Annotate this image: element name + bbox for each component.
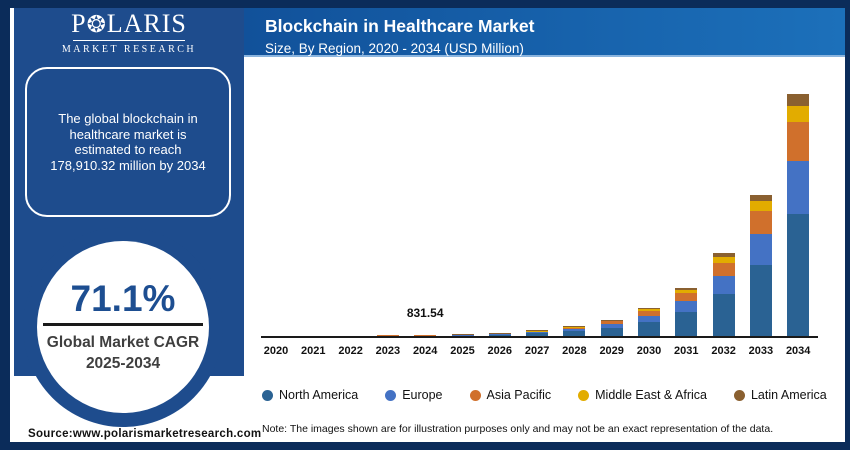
bar-segment-latin-america [787, 94, 810, 106]
x-tick-2025: 2025 [450, 345, 475, 357]
logo-wordmark: P❂LARIS [14, 9, 244, 38]
cagr-years: 2025-2034 [85, 355, 161, 372]
cagr-stat-circle: 71.1% Global Market CAGR 2025-2034 [37, 241, 209, 413]
legend-item-europe: Europe [385, 388, 443, 402]
bar-segment-middle-east-africa [749, 201, 772, 212]
summary-line: healthcare market is [69, 126, 187, 142]
bar-segment-asia-pacific [638, 311, 660, 316]
legend-label: North America [279, 388, 359, 402]
legend-dot-icon [733, 389, 745, 401]
summary-line: 178,910.32 million by 2034 [50, 157, 206, 173]
legend-dot-icon [578, 389, 590, 401]
chart-header: Blockchain in Healthcare Market Size, By… [244, 8, 845, 57]
x-tick-2021: 2021 [301, 345, 326, 357]
bar-segment-north-america [451, 335, 474, 336]
bar-segment-north-america [675, 311, 698, 336]
cagr-value: 71.1% [70, 278, 176, 319]
bar-segment-europe [749, 233, 772, 265]
x-axis-line [261, 336, 818, 338]
logo-letters-laris: LARIS [106, 9, 187, 38]
bar-segment-asia-pacific [675, 293, 698, 302]
bar-segment-europe [787, 160, 810, 215]
bar-segment-north-america [600, 327, 623, 336]
x-tick-2031: 2031 [674, 345, 699, 357]
logo-subtitle: MARKET RESEARCH [61, 44, 197, 55]
x-tick-2020: 2020 [263, 345, 289, 357]
stat-divider [43, 323, 203, 326]
logo-divider [73, 40, 185, 41]
bar-segment-asia-pacific [563, 327, 586, 330]
bar-segment-latin-america [712, 253, 735, 258]
legend-label: Asia Pacific [486, 388, 552, 402]
bar-segment-north-america [712, 294, 735, 336]
bar-segment-north-america [638, 321, 660, 336]
bar-segment-north-america [787, 214, 810, 336]
bar-segment-latin-america [675, 287, 698, 291]
compass-star-icon: ❂ [86, 12, 107, 37]
legend-dot-icon [385, 389, 397, 401]
bar-segment-north-america [488, 334, 511, 336]
summary-line: The global blockchain in [58, 111, 198, 126]
bar-segment-europe [563, 329, 586, 332]
logo-letter-p: P [71, 9, 87, 38]
x-tick-2032: 2032 [711, 345, 736, 357]
legend-dot-icon [469, 389, 481, 401]
bar-segment-middle-east-africa [787, 105, 810, 123]
x-tick-2030: 2030 [636, 345, 662, 357]
bar-segment-europe [526, 331, 549, 334]
legend-label: Europe [402, 388, 443, 402]
bar-segment-north-america [563, 331, 586, 336]
chart-subtitle: Size, By Region, 2020 - 2034 (USD Millio… [265, 41, 524, 56]
bar-segment-europe [638, 315, 660, 322]
summary-line: estimated to reach [74, 142, 182, 157]
bar-segment-europe [488, 333, 511, 335]
bar-segment-latin-america [600, 319, 623, 321]
bar-segment-asia-pacific [712, 263, 735, 277]
stacked-bar-chart: 2020 2021 2022 2023 2024 2025 2026 2027 2028 2029… [244, 57, 845, 442]
legend-label: Middle East & Africa [595, 388, 707, 402]
legend-item-north-america: North America [262, 388, 358, 402]
bar-segment-middle-east-africa [712, 257, 735, 264]
polaris-logo: P❂LARIS MARKET RESEARCH [14, 9, 244, 56]
x-tick-2022: 2022 [338, 345, 363, 357]
x-tick-2034: 2034 [785, 345, 811, 357]
bar-segment-europe [675, 301, 698, 312]
bar-segment-north-america [414, 335, 437, 336]
x-tick-2023: 2023 [375, 345, 401, 357]
bar-segment-latin-america [749, 194, 772, 202]
bar-segment-middle-east-africa [675, 290, 698, 294]
chart-title: Blockchain in Healthcare Market [265, 16, 535, 36]
cagr-label: Global Market CAGR [46, 334, 200, 351]
x-tick-2029: 2029 [599, 345, 624, 357]
legend-dot-icon [262, 389, 273, 401]
bar-segment-asia-pacific [526, 331, 549, 332]
x-tick-2028: 2028 [562, 345, 587, 357]
x-tick-2026: 2026 [487, 345, 513, 357]
x-tick-2024: 2024 [412, 345, 438, 357]
bar-segment-north-america [526, 333, 549, 336]
bar-segment-europe [712, 276, 735, 295]
legend-item-middle-east-africa: Middle East & Africa [578, 388, 707, 402]
disclaimer-note: Note: The images shown are for illustrat… [262, 423, 774, 435]
bar-segment-latin-america [638, 307, 660, 310]
bar-value-label: 831.54 [406, 306, 444, 320]
bar-segment-asia-pacific [749, 211, 772, 234]
x-tick-2027: 2027 [524, 345, 550, 357]
bar-segment-middle-east-africa [563, 326, 586, 328]
bar-segment-middle-east-africa [600, 320, 623, 322]
bar-segment-europe [600, 324, 623, 328]
market-summary-box: The global blockchain in healthcare mark… [25, 67, 231, 217]
legend-item-latin-america: Latin America [733, 388, 827, 402]
bar-segment-asia-pacific [787, 122, 810, 161]
legend-label: Latin America [750, 388, 827, 402]
bar-segment-asia-pacific [600, 321, 623, 325]
bar-segment-north-america [749, 264, 772, 336]
source-url: Source:www.polarismarketresearch.com [28, 428, 262, 440]
x-tick-2033: 2033 [748, 345, 774, 357]
chart-legend: North America Europe Asia Pacific Middle Ea… [262, 388, 827, 402]
legend-item-asia-pacific: Asia Pacific [469, 388, 552, 402]
bar-segment-asia-pacific [488, 333, 511, 334]
bar-segment-middle-east-africa [638, 309, 660, 312]
